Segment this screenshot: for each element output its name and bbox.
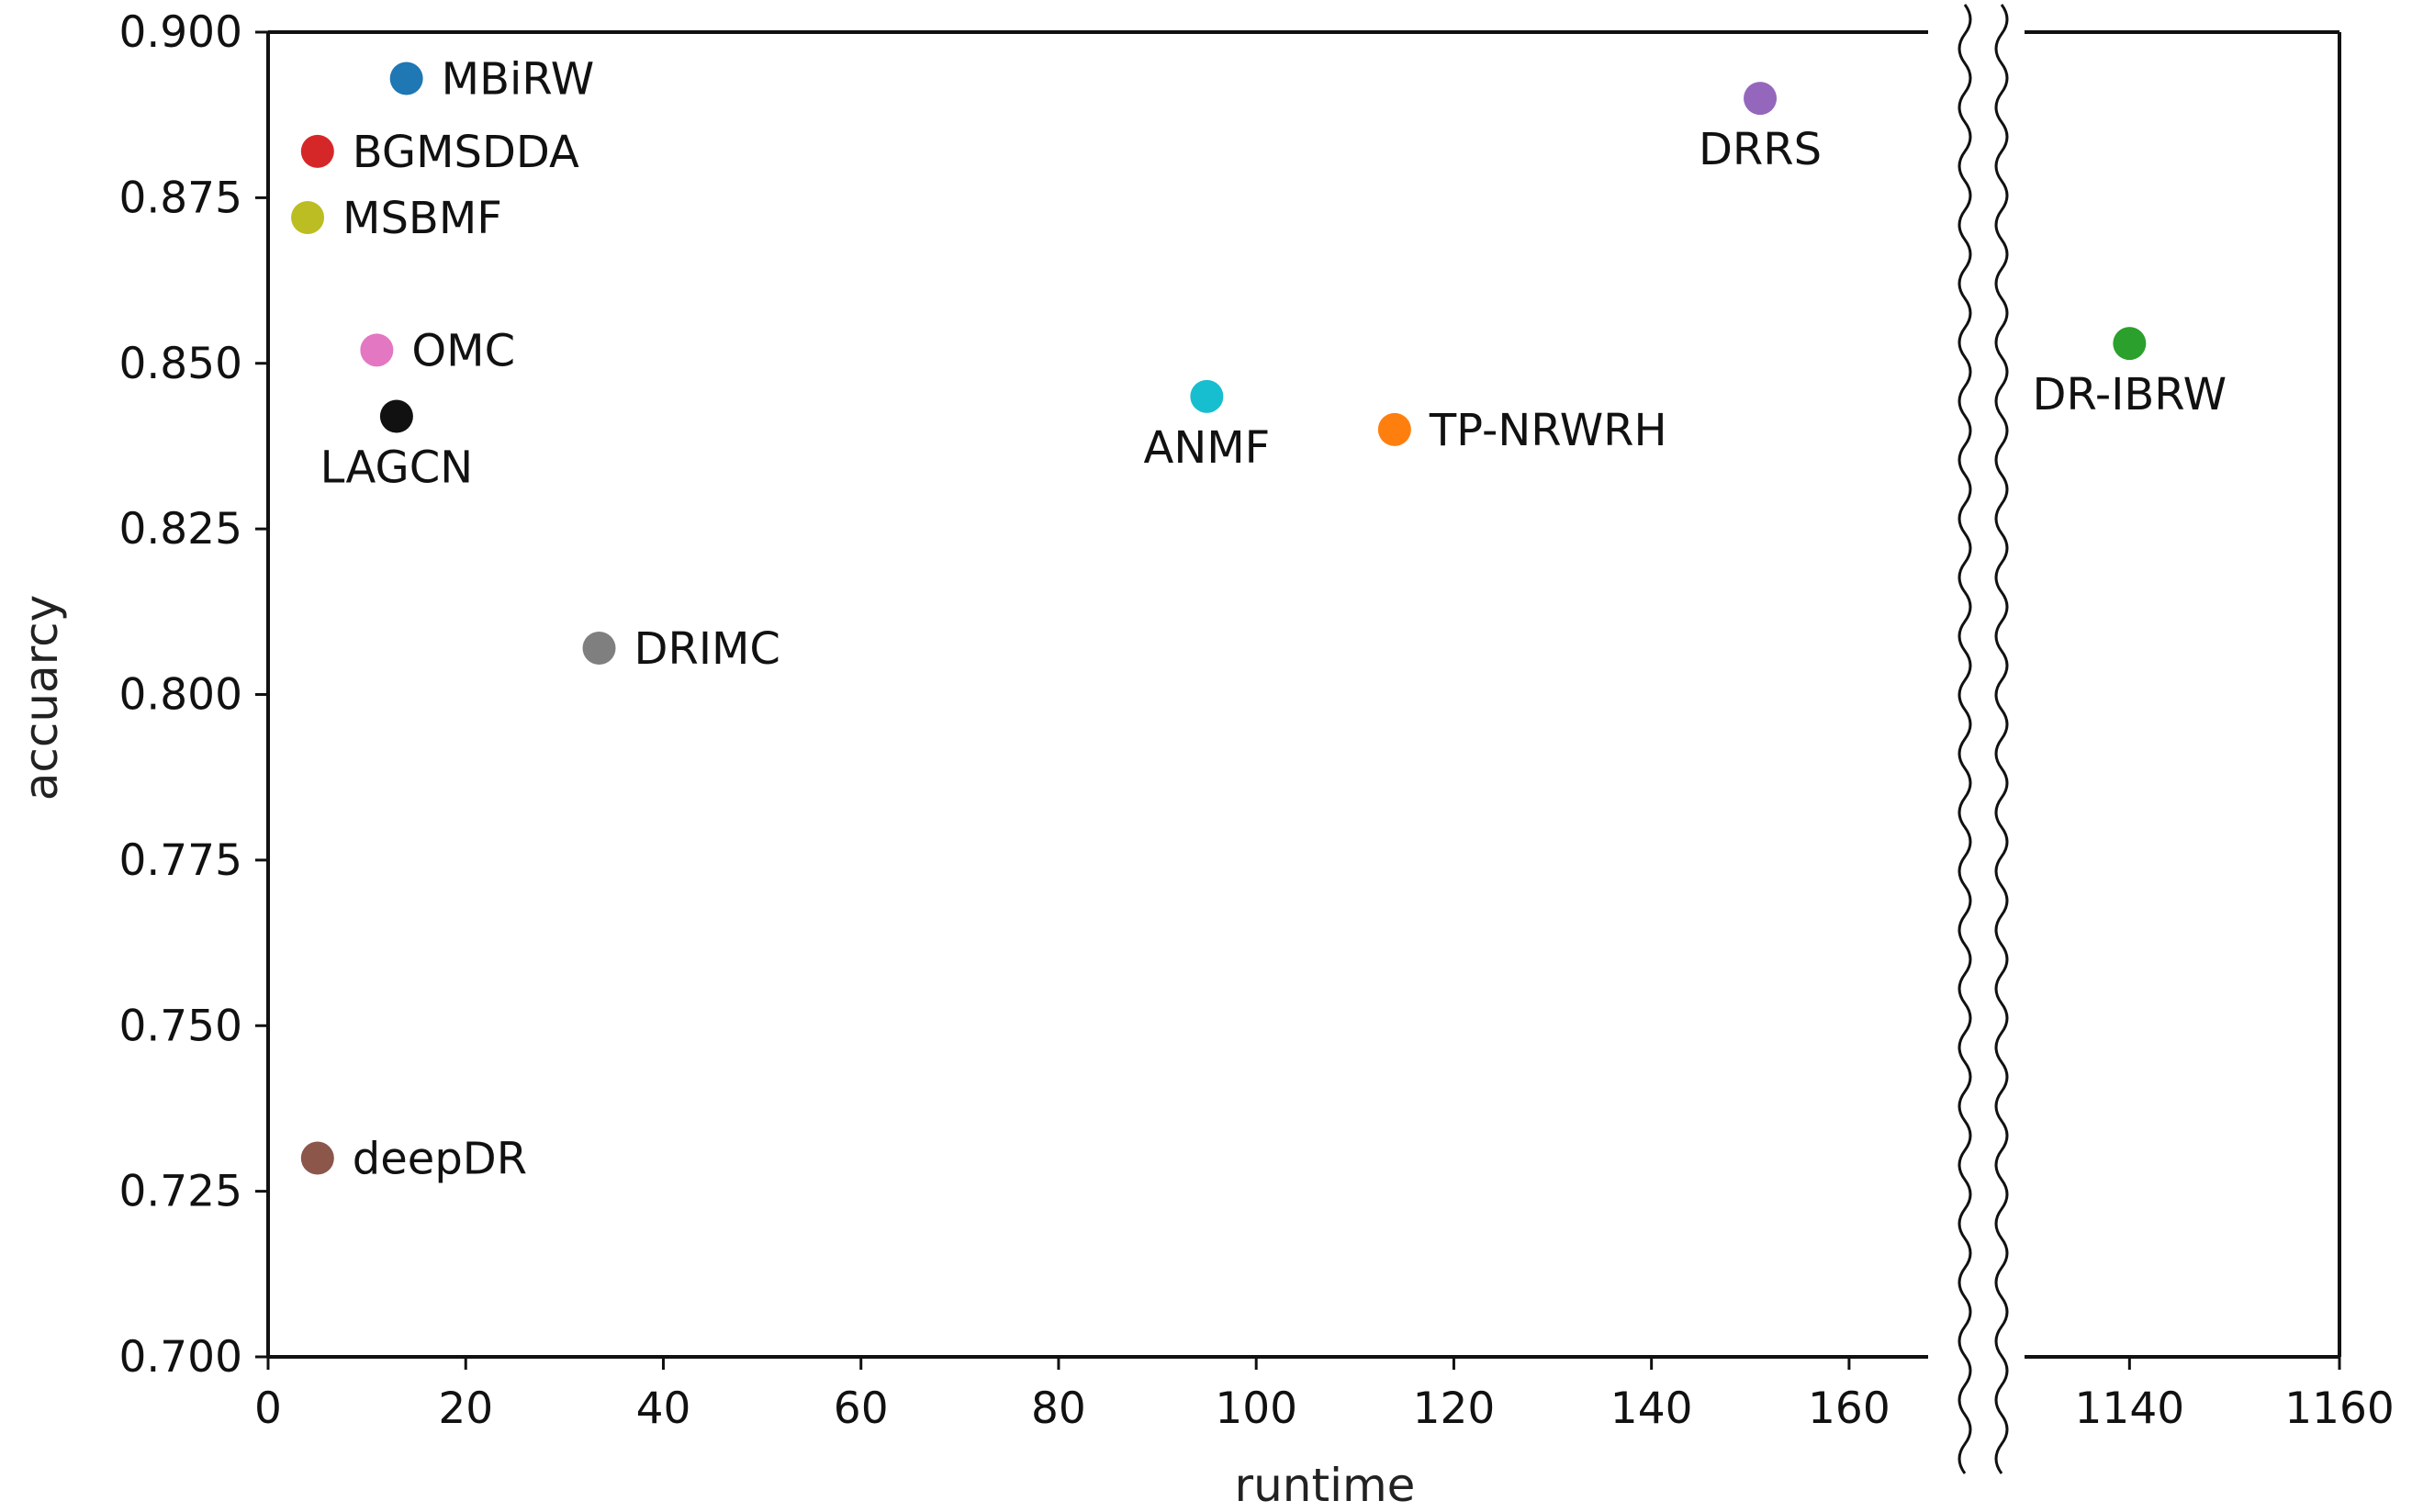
point-labels: MBiRW BGMSDDA MSBMF OMC LAGCN DRIMC deepDR ANMF… [320,54,2227,1185]
y-tick-label: 0.850 [118,339,242,389]
data-points [291,62,2147,1175]
data-point [300,1141,334,1175]
data-point-label: DR-IBRW [2033,369,2227,420]
data-point [291,201,325,235]
y-tick-label: 0.900 [118,7,242,58]
data-point [389,62,423,95]
x-axis-title: runtime [1235,1459,1416,1512]
data-point-label: ANMF [1143,422,1270,474]
y-tick-label: 0.775 [118,835,242,886]
axis-break-line-left [1958,4,1972,1474]
y-axis-title: accuarcy [15,595,68,801]
data-point-label: MSBMF [342,193,502,244]
data-point [1744,82,1778,116]
y-tick-label: 0.750 [118,1001,242,1051]
data-point [1190,379,1224,413]
y-tick-label: 0.800 [118,670,242,721]
y-tick-label: 0.875 [118,173,242,223]
x-tick-label: 160 [1808,1383,1890,1434]
y-tick-label: 0.700 [118,1332,242,1383]
data-point-label: MBiRW [442,54,595,106]
data-point [379,399,413,433]
data-point [582,631,616,665]
x-tick-label: 100 [1215,1383,1297,1434]
x-tick-label: 0 [254,1383,282,1434]
data-point-label: BGMSDDA [353,127,579,178]
x-tick-label: 20 [438,1383,493,1434]
data-point-label: DRRS [1699,124,1822,175]
data-point [1377,412,1411,446]
data-point-label: OMC [411,325,515,376]
data-point [2113,327,2147,361]
x-tick-label: 120 [1413,1383,1496,1434]
data-point-label: LAGCN [320,442,473,493]
axes-frame [266,4,2341,1474]
x-tick-label: 1140 [2075,1383,2185,1434]
axis-ticks: 0.700 0.725 0.750 0.775 0.800 0.825 0.850 0.875… [118,7,2394,1434]
y-tick-label: 0.725 [118,1167,242,1217]
x-tick-label: 60 [834,1383,889,1434]
data-point [360,333,394,367]
data-point [300,134,334,168]
data-point-label: DRIMC [634,623,780,675]
axis-break-line-right [1994,4,2009,1474]
x-tick-label: 1160 [2284,1383,2395,1434]
x-tick-label: 40 [636,1383,691,1434]
data-point-label: deepDR [353,1134,527,1185]
x-tick-label: 140 [1610,1383,1693,1434]
x-tick-label: 80 [1031,1383,1086,1434]
data-point-label: TP-NRWRH [1429,405,1667,456]
y-tick-label: 0.825 [118,504,242,554]
